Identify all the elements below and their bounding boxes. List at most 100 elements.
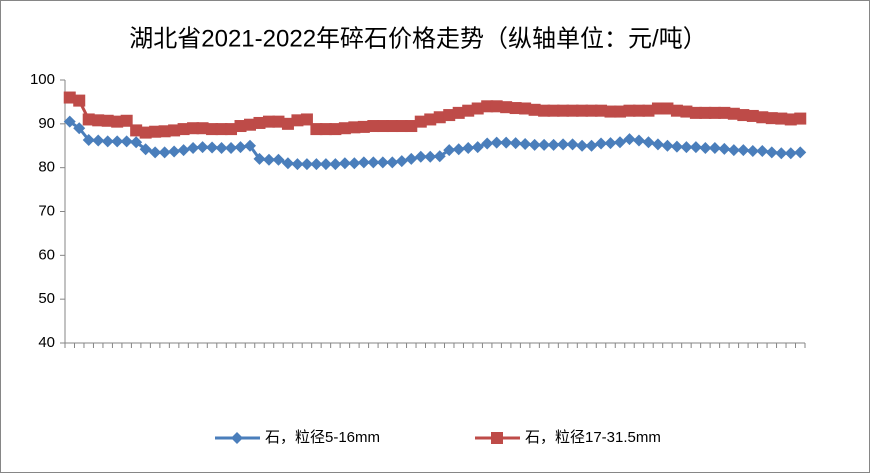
data-point	[585, 104, 598, 117]
data-point	[490, 100, 503, 113]
data-point	[329, 158, 342, 171]
data-point	[595, 137, 608, 150]
data-point	[367, 120, 380, 133]
data-point	[756, 145, 769, 158]
data-point	[746, 145, 759, 158]
data-point	[500, 101, 513, 114]
data-point	[462, 104, 475, 117]
data-point	[234, 120, 247, 133]
data-point	[92, 134, 105, 147]
y-tick-label: 100	[30, 71, 55, 88]
data-point	[168, 124, 181, 137]
data-point	[187, 141, 200, 154]
data-point	[319, 123, 332, 136]
data-point	[300, 158, 313, 171]
data-point	[765, 146, 778, 159]
y-tick-label: 50	[38, 290, 55, 307]
data-point	[92, 114, 105, 127]
data-point	[63, 91, 76, 104]
data-point	[215, 123, 228, 136]
data-point	[187, 122, 200, 135]
data-point	[708, 141, 721, 154]
data-point	[319, 158, 332, 171]
data-point	[177, 144, 190, 157]
data-point	[680, 141, 693, 154]
data-point	[414, 150, 427, 163]
data-point	[168, 145, 181, 158]
data-point	[111, 115, 124, 128]
data-point	[632, 104, 645, 117]
data-point	[234, 141, 247, 154]
data-point	[206, 141, 219, 154]
data-point	[746, 109, 759, 122]
data-point	[765, 112, 778, 125]
y-tick-label: 80	[38, 159, 55, 176]
y-tick-label: 60	[38, 246, 55, 263]
y-tick-label: 70	[38, 202, 55, 219]
data-point	[566, 104, 579, 117]
data-point	[443, 144, 456, 157]
data-point	[310, 158, 323, 171]
data-point	[424, 150, 437, 163]
data-point	[699, 106, 712, 119]
data-point	[576, 139, 589, 152]
data-point	[424, 113, 437, 126]
data-point	[557, 104, 570, 117]
data-point	[452, 106, 465, 119]
y-tick-label: 40	[38, 334, 55, 351]
data-point	[158, 125, 171, 138]
data-point	[120, 114, 133, 127]
data-point	[130, 136, 143, 149]
data-point	[149, 125, 162, 138]
data-point	[244, 139, 256, 152]
data-point	[405, 120, 418, 133]
data-point	[699, 141, 712, 154]
data-point	[338, 122, 351, 135]
data-point	[272, 115, 285, 128]
data-point	[462, 141, 475, 154]
data-point	[177, 123, 190, 136]
data-point	[642, 136, 655, 149]
data-point	[642, 104, 655, 117]
data-point	[386, 156, 399, 169]
data-point	[566, 138, 579, 151]
data-point	[737, 144, 750, 157]
legend-marker	[231, 432, 243, 444]
legend-marker	[491, 432, 503, 444]
legend-label: 石，粒径5-16mm	[265, 429, 380, 446]
data-point	[111, 135, 124, 148]
data-point	[357, 156, 370, 169]
data-point	[775, 147, 788, 160]
data-point	[196, 122, 209, 135]
data-point	[300, 113, 313, 126]
data-point	[225, 141, 238, 154]
data-point	[490, 136, 503, 149]
data-point	[689, 141, 702, 154]
data-point	[604, 137, 617, 150]
data-point	[784, 113, 797, 126]
data-point	[367, 156, 380, 169]
data-point	[291, 114, 304, 127]
data-point	[139, 143, 152, 156]
data-point	[632, 134, 645, 147]
data-point	[727, 107, 740, 120]
chart-title: 湖北省2021-2022年碎石价格走势（纵轴单位：元/吨）	[129, 25, 706, 52]
data-point	[253, 116, 266, 129]
data-point	[775, 112, 788, 125]
data-point	[519, 137, 532, 150]
data-point	[281, 117, 294, 130]
data-point	[433, 111, 446, 124]
data-point	[244, 118, 256, 131]
data-point	[253, 152, 266, 165]
data-point	[348, 157, 361, 170]
data-point	[357, 120, 370, 133]
data-point	[528, 138, 541, 151]
data-point	[272, 153, 285, 166]
data-point	[215, 141, 228, 154]
data-point	[443, 109, 456, 122]
data-point	[376, 156, 389, 169]
data-point	[196, 141, 209, 154]
data-point	[689, 106, 702, 119]
